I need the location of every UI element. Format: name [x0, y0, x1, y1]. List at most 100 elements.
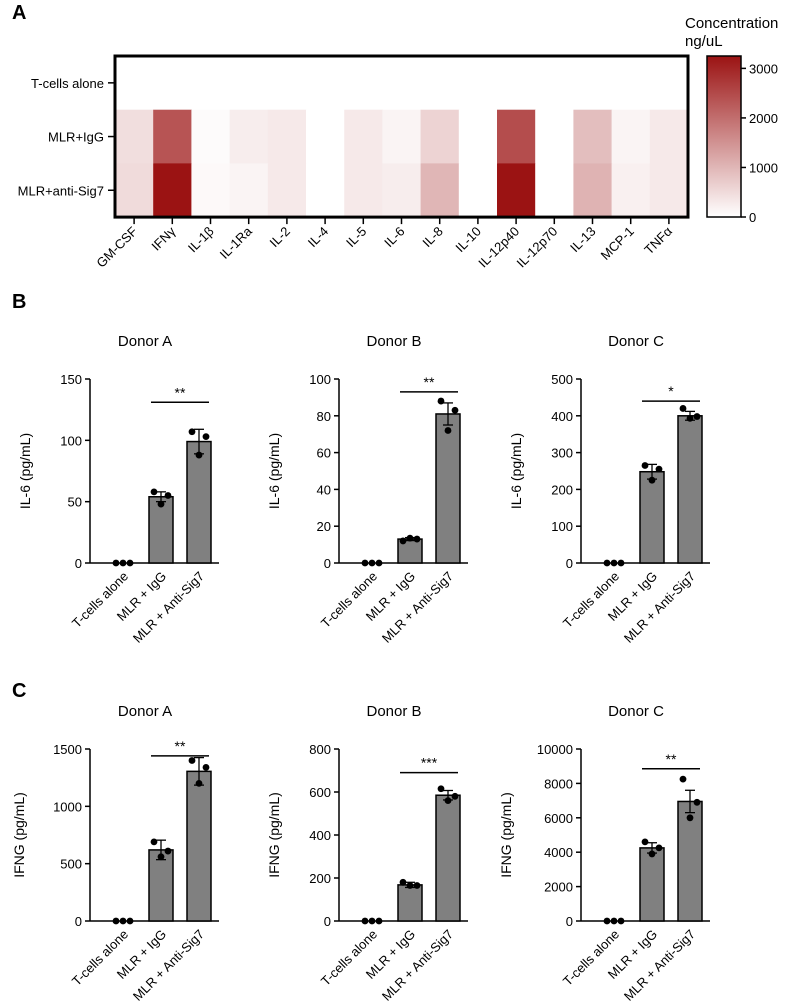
heatmap-cell	[535, 109, 574, 164]
column-label: IL-4	[305, 224, 331, 250]
data-point	[157, 853, 165, 861]
data-point	[437, 785, 445, 793]
data-point	[617, 559, 625, 567]
heatmap-cell	[420, 163, 460, 218]
colorbar-tick-label: 2000	[749, 111, 778, 126]
y-tick-label: 6000	[544, 811, 573, 826]
data-point	[603, 917, 611, 925]
data-point	[157, 500, 165, 508]
column-label: IL-8	[419, 224, 445, 250]
data-point	[641, 462, 649, 469]
heatmap-cell	[153, 109, 192, 164]
heatmap-cell	[649, 56, 689, 111]
data-point	[126, 559, 134, 567]
heatmap-cell	[535, 56, 574, 111]
y-tick-label: 100	[551, 519, 573, 534]
data-point	[164, 847, 172, 855]
data-point	[375, 559, 383, 567]
y-tick-label: 300	[551, 446, 573, 461]
chart-title: Donor B	[366, 333, 421, 350]
x-tick-label: MLR + Anti-Sig7	[130, 927, 207, 1004]
data-point	[451, 792, 459, 800]
x-tick-label: MLR + Anti-Sig7	[621, 569, 698, 646]
bar	[397, 884, 423, 922]
y-tick-label: 1500	[53, 742, 82, 757]
data-point	[444, 797, 452, 804]
data-point	[368, 917, 376, 925]
data-point	[112, 559, 120, 567]
x-tick-label: MLR + Anti-Sig7	[379, 927, 456, 1004]
heatmap-cell	[191, 109, 231, 164]
heatmap-cell	[573, 109, 613, 164]
heatmap-frame	[113, 54, 690, 219]
bar	[435, 794, 461, 922]
panel-label: B	[12, 291, 26, 313]
heatmap-cell	[420, 56, 460, 111]
heatmap-cell	[497, 56, 536, 111]
bar	[677, 415, 703, 564]
y-axis-label: IFNG (pg/mL)	[266, 792, 282, 878]
row-label: T-cells alone	[31, 76, 104, 91]
heatmap-cell	[115, 109, 154, 164]
column-label: IL-2	[267, 224, 293, 250]
column-label: GM-CSF	[93, 224, 140, 271]
heatmap-cell	[420, 109, 460, 164]
heatmap-cell	[458, 163, 498, 218]
y-tick-label: 200	[309, 871, 331, 886]
data-point	[188, 757, 196, 764]
x-tick-label: MLR + Anti-Sig7	[379, 569, 456, 646]
y-tick-label: 0	[324, 914, 331, 929]
chart-title: Donor B	[366, 703, 421, 720]
data-point	[361, 917, 369, 925]
data-point	[655, 844, 663, 852]
y-tick-label: 50	[68, 495, 82, 510]
heatmap-cell	[611, 109, 651, 164]
heatmap-cell	[649, 109, 689, 164]
bar	[435, 413, 461, 564]
chart-title: Donor A	[118, 703, 172, 720]
data-point	[693, 413, 701, 420]
y-tick-label: 100	[309, 372, 331, 387]
bar	[639, 470, 665, 564]
data-point	[610, 559, 618, 567]
heatmap-cell	[267, 163, 307, 218]
data-point	[150, 838, 158, 846]
data-point	[368, 559, 376, 567]
heatmap-cell	[344, 163, 383, 218]
column-label: TNFα	[641, 223, 675, 257]
y-tick-label: 200	[551, 482, 573, 497]
heatmap-cell	[191, 163, 231, 218]
heatmap-cell	[153, 163, 192, 218]
y-tick-label: 2000	[544, 880, 573, 895]
heatmap-cell	[306, 109, 345, 164]
significance-label: *	[668, 383, 674, 399]
y-tick-label: 0	[75, 556, 82, 571]
data-point	[119, 559, 127, 567]
x-tick-label: MLR + Anti-Sig7	[621, 927, 698, 1004]
data-point	[413, 882, 421, 889]
bar-chart-panel-c-donor-c: Donor C 0 2000 4000 6000 8000 10000 IFNG (pg/mL…	[498, 703, 710, 1004]
column-label: IL-5	[343, 224, 369, 250]
y-tick-label: 0	[324, 556, 331, 571]
data-point	[610, 917, 618, 925]
y-tick-label: 400	[551, 409, 573, 424]
column-label: MCP-1	[598, 224, 637, 263]
data-point	[126, 917, 134, 925]
heatmap-cell	[497, 109, 536, 164]
chart-title: Donor C	[608, 703, 664, 720]
heatmap-cell	[267, 56, 307, 111]
data-point	[451, 406, 459, 414]
colorbar-tick-label: 0	[749, 210, 756, 225]
y-axis-label: IFNG (pg/mL)	[11, 792, 27, 878]
data-point	[406, 534, 414, 542]
heatmap-panel: A T-cells alone MLR+IgG MLR+anti-Sig7 GM-CSF…	[12, 2, 778, 271]
column-label: IFNγ	[148, 223, 178, 253]
data-point	[693, 798, 701, 806]
heatmap-cell	[229, 109, 269, 164]
heatmap-cell	[611, 163, 651, 218]
heatmap-cell	[344, 109, 383, 164]
